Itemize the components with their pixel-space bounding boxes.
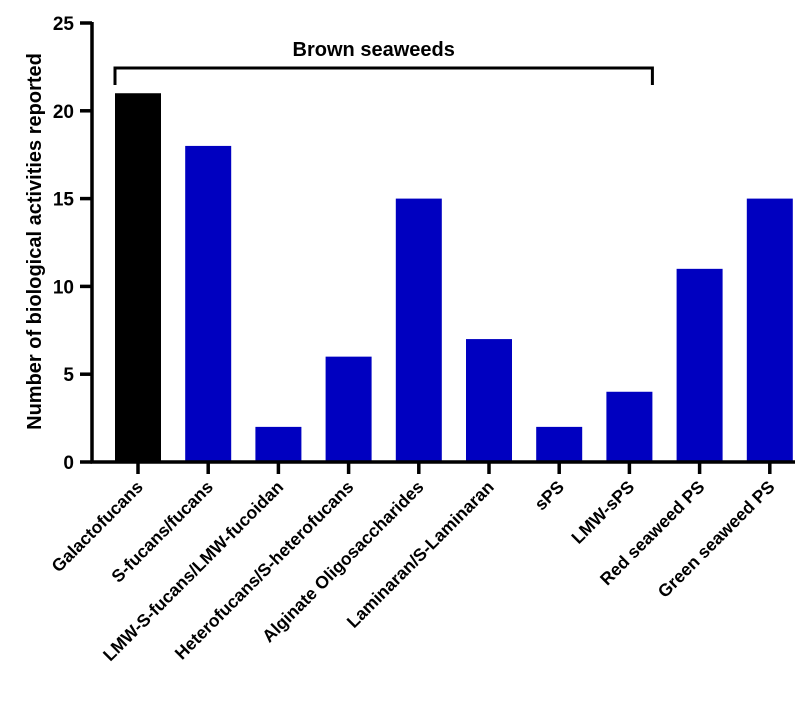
y-tick-label-20: 20	[53, 102, 74, 123]
y-tick-label-0: 0	[63, 453, 74, 474]
x-tick-label-10: Green seaweed PS	[654, 477, 779, 602]
y-ticks-group: 0 5 10 15 20 25	[53, 14, 92, 474]
y-tick-label-10: 10	[53, 277, 74, 298]
bar-5	[395, 198, 442, 462]
annotation-group: Brown seaweeds	[113, 39, 654, 85]
bar-6	[466, 339, 512, 462]
brown-seaweeds-bracket	[113, 66, 654, 85]
x-tick-label-6: Laminaran/S-Laminaran	[343, 477, 498, 632]
bar-3	[255, 426, 302, 462]
x-tick-label-8: LMW-sPS	[567, 477, 638, 548]
bar-2	[185, 145, 232, 463]
y-tick-label-5: 5	[63, 365, 74, 386]
y-tick-label-25: 25	[53, 14, 75, 35]
bar-1	[115, 93, 161, 463]
bar-4	[325, 356, 372, 462]
bar-10	[746, 198, 793, 462]
y-tick-label-15: 15	[53, 190, 75, 211]
x-tick-label-7: sPS	[530, 477, 568, 515]
y-axis-title: Number of biological activities reported	[24, 53, 46, 430]
brown-seaweeds-label: Brown seaweeds	[293, 39, 455, 61]
x-ticks-group: GalactofucansS-fucans/fucansLMW-S-fucans…	[47, 462, 779, 665]
bar-8	[606, 391, 653, 462]
bar-9	[676, 268, 723, 462]
bar-7	[536, 426, 583, 462]
bars-group	[115, 93, 793, 463]
